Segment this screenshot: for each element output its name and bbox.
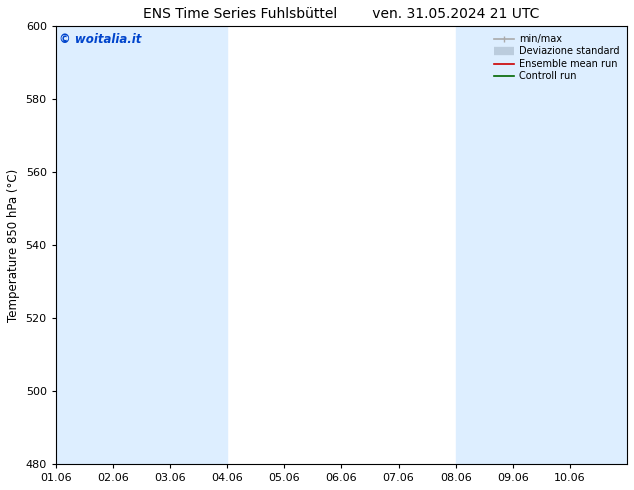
Bar: [56, 26, 113, 464]
Bar: [570, 26, 627, 464]
Bar: [513, 26, 570, 464]
Legend: min/max, Deviazione standard, Ensemble mean run, Controll run: min/max, Deviazione standard, Ensemble m…: [491, 31, 622, 84]
Bar: [456, 26, 513, 464]
Bar: [170, 26, 227, 464]
Text: © woitalia.it: © woitalia.it: [58, 33, 141, 46]
Title: ENS Time Series Fuhlsbüttel        ven. 31.05.2024 21 UTC: ENS Time Series Fuhlsbüttel ven. 31.05.2…: [143, 7, 540, 21]
Bar: [113, 26, 170, 464]
Y-axis label: Temperature 850 hPa (°C): Temperature 850 hPa (°C): [7, 169, 20, 322]
